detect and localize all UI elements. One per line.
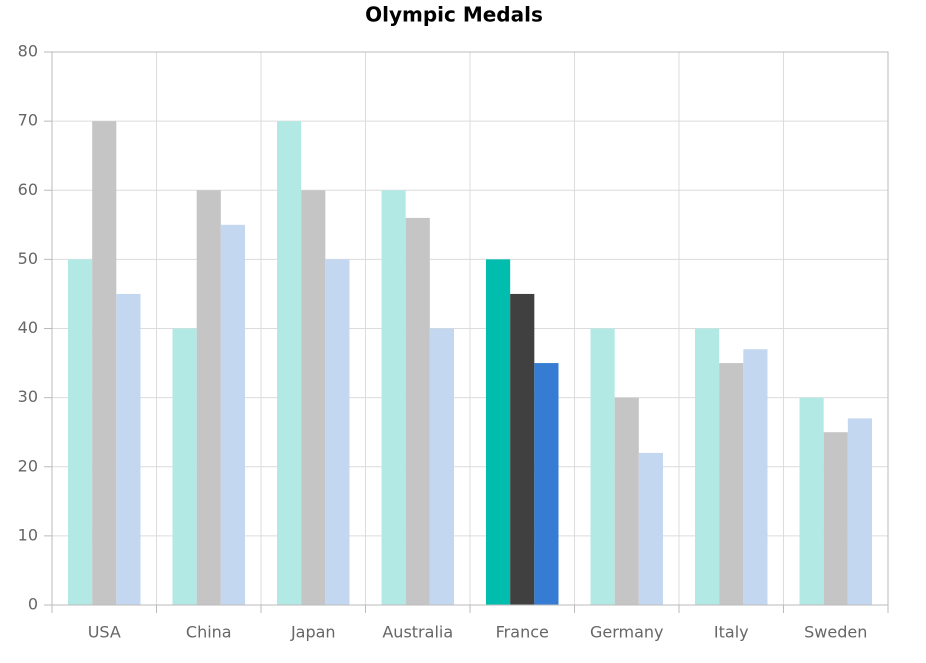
bar[interactable]	[638, 452, 663, 605]
y-tick-label: 10	[18, 525, 38, 544]
bar[interactable]	[695, 328, 720, 606]
bar[interactable]	[116, 293, 141, 605]
bar[interactable]	[614, 397, 639, 605]
y-tick-label: 0	[28, 595, 38, 614]
x-tick-label: Japan	[290, 623, 336, 642]
x-tick-label: Germany	[590, 623, 664, 642]
x-tick-label: USA	[88, 623, 121, 642]
bar[interactable]	[301, 190, 326, 605]
y-tick-label: 70	[18, 111, 38, 130]
bar[interactable]	[277, 121, 302, 605]
bar[interactable]	[719, 363, 744, 605]
bar[interactable]	[405, 217, 430, 605]
y-tick-label: 20	[18, 456, 38, 475]
bar[interactable]	[172, 328, 197, 606]
y-tick-label: 60	[18, 180, 38, 199]
bar[interactable]	[743, 349, 768, 605]
chart-title: Olympic Medals	[365, 3, 543, 27]
bar[interactable]	[534, 363, 559, 605]
y-tick-label: 80	[18, 42, 38, 61]
y-tick-label: 40	[18, 318, 38, 337]
bar[interactable]	[590, 328, 615, 606]
x-tick-label: Italy	[714, 623, 749, 642]
bar[interactable]	[510, 293, 535, 605]
y-tick-label: 50	[18, 249, 38, 268]
y-tick-label: 30	[18, 387, 38, 406]
bar[interactable]	[68, 259, 93, 605]
bar[interactable]	[486, 259, 511, 605]
x-tick-label: Sweden	[804, 623, 867, 642]
bar[interactable]	[429, 328, 454, 606]
bar[interactable]	[325, 259, 350, 605]
bar[interactable]	[92, 121, 117, 605]
bar[interactable]	[381, 190, 406, 605]
x-tick-label: Australia	[382, 623, 453, 642]
bar[interactable]	[799, 397, 824, 605]
x-tick-label: China	[186, 623, 232, 642]
bar[interactable]	[847, 418, 872, 605]
x-tick-label: France	[496, 623, 549, 642]
bar[interactable]	[823, 432, 848, 605]
bar[interactable]	[220, 224, 245, 605]
bar[interactable]	[196, 190, 221, 605]
